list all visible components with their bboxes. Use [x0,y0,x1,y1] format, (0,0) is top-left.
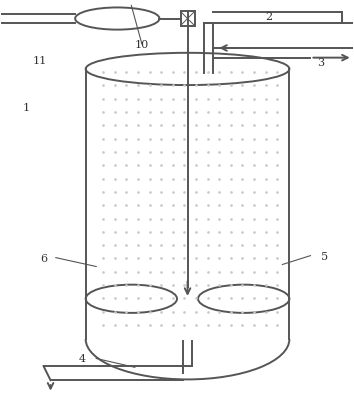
Text: 3: 3 [318,58,325,68]
Bar [181,13,195,26]
Text: 11: 11 [33,56,47,66]
Ellipse shape [75,9,159,30]
Text: 6: 6 [40,254,47,264]
Text: 5: 5 [321,251,328,261]
Text: 2: 2 [265,12,272,21]
Text: 10: 10 [135,39,149,49]
Text: 4: 4 [79,354,86,364]
Text: 1: 1 [22,103,29,113]
